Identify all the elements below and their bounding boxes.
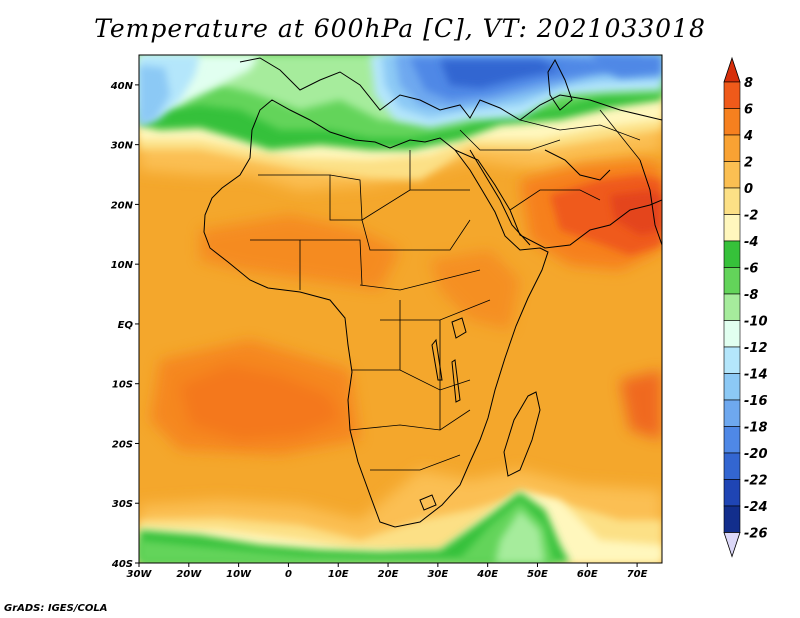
y-tick-label: 10N — [111, 260, 134, 271]
colorbar-level-label: 8 — [744, 76, 753, 91]
x-tick-label: 40E — [476, 569, 498, 580]
y-tick-label: 10S — [112, 380, 133, 391]
x-tick-label: 30E — [427, 569, 448, 580]
colorbar-swatch — [723, 452, 741, 480]
colorbar-swatch — [723, 214, 741, 242]
y-tick-label: 20S — [112, 439, 133, 450]
colorbar-level-label: -18 — [744, 421, 768, 436]
colorbar-level-label: 0 — [744, 182, 753, 197]
coastlines-and-borders — [203, 57, 662, 528]
contour-m10-south-lobe — [495, 510, 545, 563]
colorbar-level-label: -16 — [744, 394, 768, 409]
arabia-coastline — [454, 149, 662, 249]
temperature-field — [139, 55, 662, 563]
europe-coastline — [239, 57, 662, 121]
colorbar-level-label: -2 — [744, 209, 758, 224]
colorbar-level-label: -10 — [744, 315, 768, 330]
lakes — [419, 317, 467, 511]
y-tick-label: 30N — [111, 141, 134, 152]
colorbar-swatch — [723, 161, 741, 189]
colorbar-level-label: 6 — [744, 103, 753, 118]
x-tick-label: 20E — [378, 569, 399, 580]
longitude-ticks: 30W 20W 10W 0 10E 20E 30E 40E 50E 60E 70E — [127, 563, 648, 580]
colorbar-swatch — [723, 81, 741, 109]
credit-label: GrADS: IGES/COLA — [4, 603, 108, 614]
y-tick-label: 30S — [112, 499, 133, 510]
x-tick-label: 30W — [127, 569, 153, 580]
country-borders — [250, 109, 641, 471]
x-tick-label: 60E — [577, 569, 598, 580]
x-tick-label: 10E — [328, 569, 349, 580]
colorbar-min-arrow — [723, 532, 741, 558]
y-tick-label: EQ — [118, 320, 134, 331]
contour-4-east-africa — [430, 250, 520, 330]
red-sea-coast — [469, 149, 531, 246]
contour-m20-area-ne — [590, 55, 662, 78]
colorbar-swatch — [723, 505, 741, 533]
colorbar-swatch — [723, 293, 741, 321]
colorbar-swatch — [723, 187, 741, 215]
colorbar-level-label: -26 — [744, 527, 768, 542]
caspian-coast — [547, 58, 573, 111]
colorbar-level-label: 2 — [744, 156, 753, 171]
contour-4-south-atlantic — [150, 340, 360, 455]
africa-coastline — [203, 99, 549, 528]
colorbar-level-label: 4 — [743, 129, 753, 144]
colorbar-swatch — [723, 240, 741, 268]
x-tick-label: 70E — [627, 569, 648, 580]
colorbar: 8 6 4 2 0 -2 -4 -6 -8 -10 -12 -14 -16 -18 -20 -22 -24 -26 — [723, 56, 768, 558]
colorbar-swatch — [723, 346, 741, 374]
colorbar-swatch — [723, 426, 741, 454]
map-frame — [138, 54, 663, 564]
y-tick-label: 20N — [111, 200, 134, 211]
colorbar-level-label: -24 — [744, 500, 768, 515]
colorbar-level-label: -20 — [744, 447, 768, 462]
contour-8-arabia — [610, 190, 662, 235]
y-tick-label: 40S — [111, 559, 133, 570]
x-tick-label: 0 — [285, 569, 292, 580]
colorbar-level-label: -4 — [744, 235, 758, 250]
colorbar-max-arrow — [723, 56, 741, 83]
colorbar-swatch — [723, 267, 741, 295]
colorbar-swatch — [723, 108, 741, 136]
colorbar-swatch — [723, 373, 741, 401]
persian-gulf-coast — [544, 149, 611, 181]
contour-m6-band-south — [139, 492, 570, 563]
contour-m22-cold-core — [440, 60, 560, 88]
colorbar-swatch — [723, 320, 741, 348]
colorbar-level-label: -14 — [744, 368, 768, 383]
colorbar-level-label: -22 — [744, 474, 768, 489]
colorbar-swatch — [723, 399, 741, 427]
latitude-ticks: 40N 30N 20N 10N EQ 10S 20S 30S 40S — [110, 81, 139, 570]
x-tick-label: 50E — [527, 569, 548, 580]
india-coastline — [639, 159, 662, 246]
x-tick-label: 10W — [226, 569, 252, 580]
contour-m16-area-nw — [139, 65, 170, 125]
x-tick-label: 20W — [176, 569, 202, 580]
madagascar-coastline — [503, 391, 541, 477]
colorbar-level-label: -6 — [744, 262, 758, 277]
y-tick-label: 40N — [110, 81, 134, 92]
contour-6-indian-ocean — [620, 370, 662, 440]
map-title: Temperature at 600hPa [C], VT: 202103301… — [94, 14, 706, 43]
colorbar-swatch — [723, 479, 741, 507]
colorbar-swatch — [723, 134, 741, 162]
colorbar-level-label: -12 — [744, 341, 768, 356]
colorbar-level-label: -8 — [744, 288, 758, 303]
